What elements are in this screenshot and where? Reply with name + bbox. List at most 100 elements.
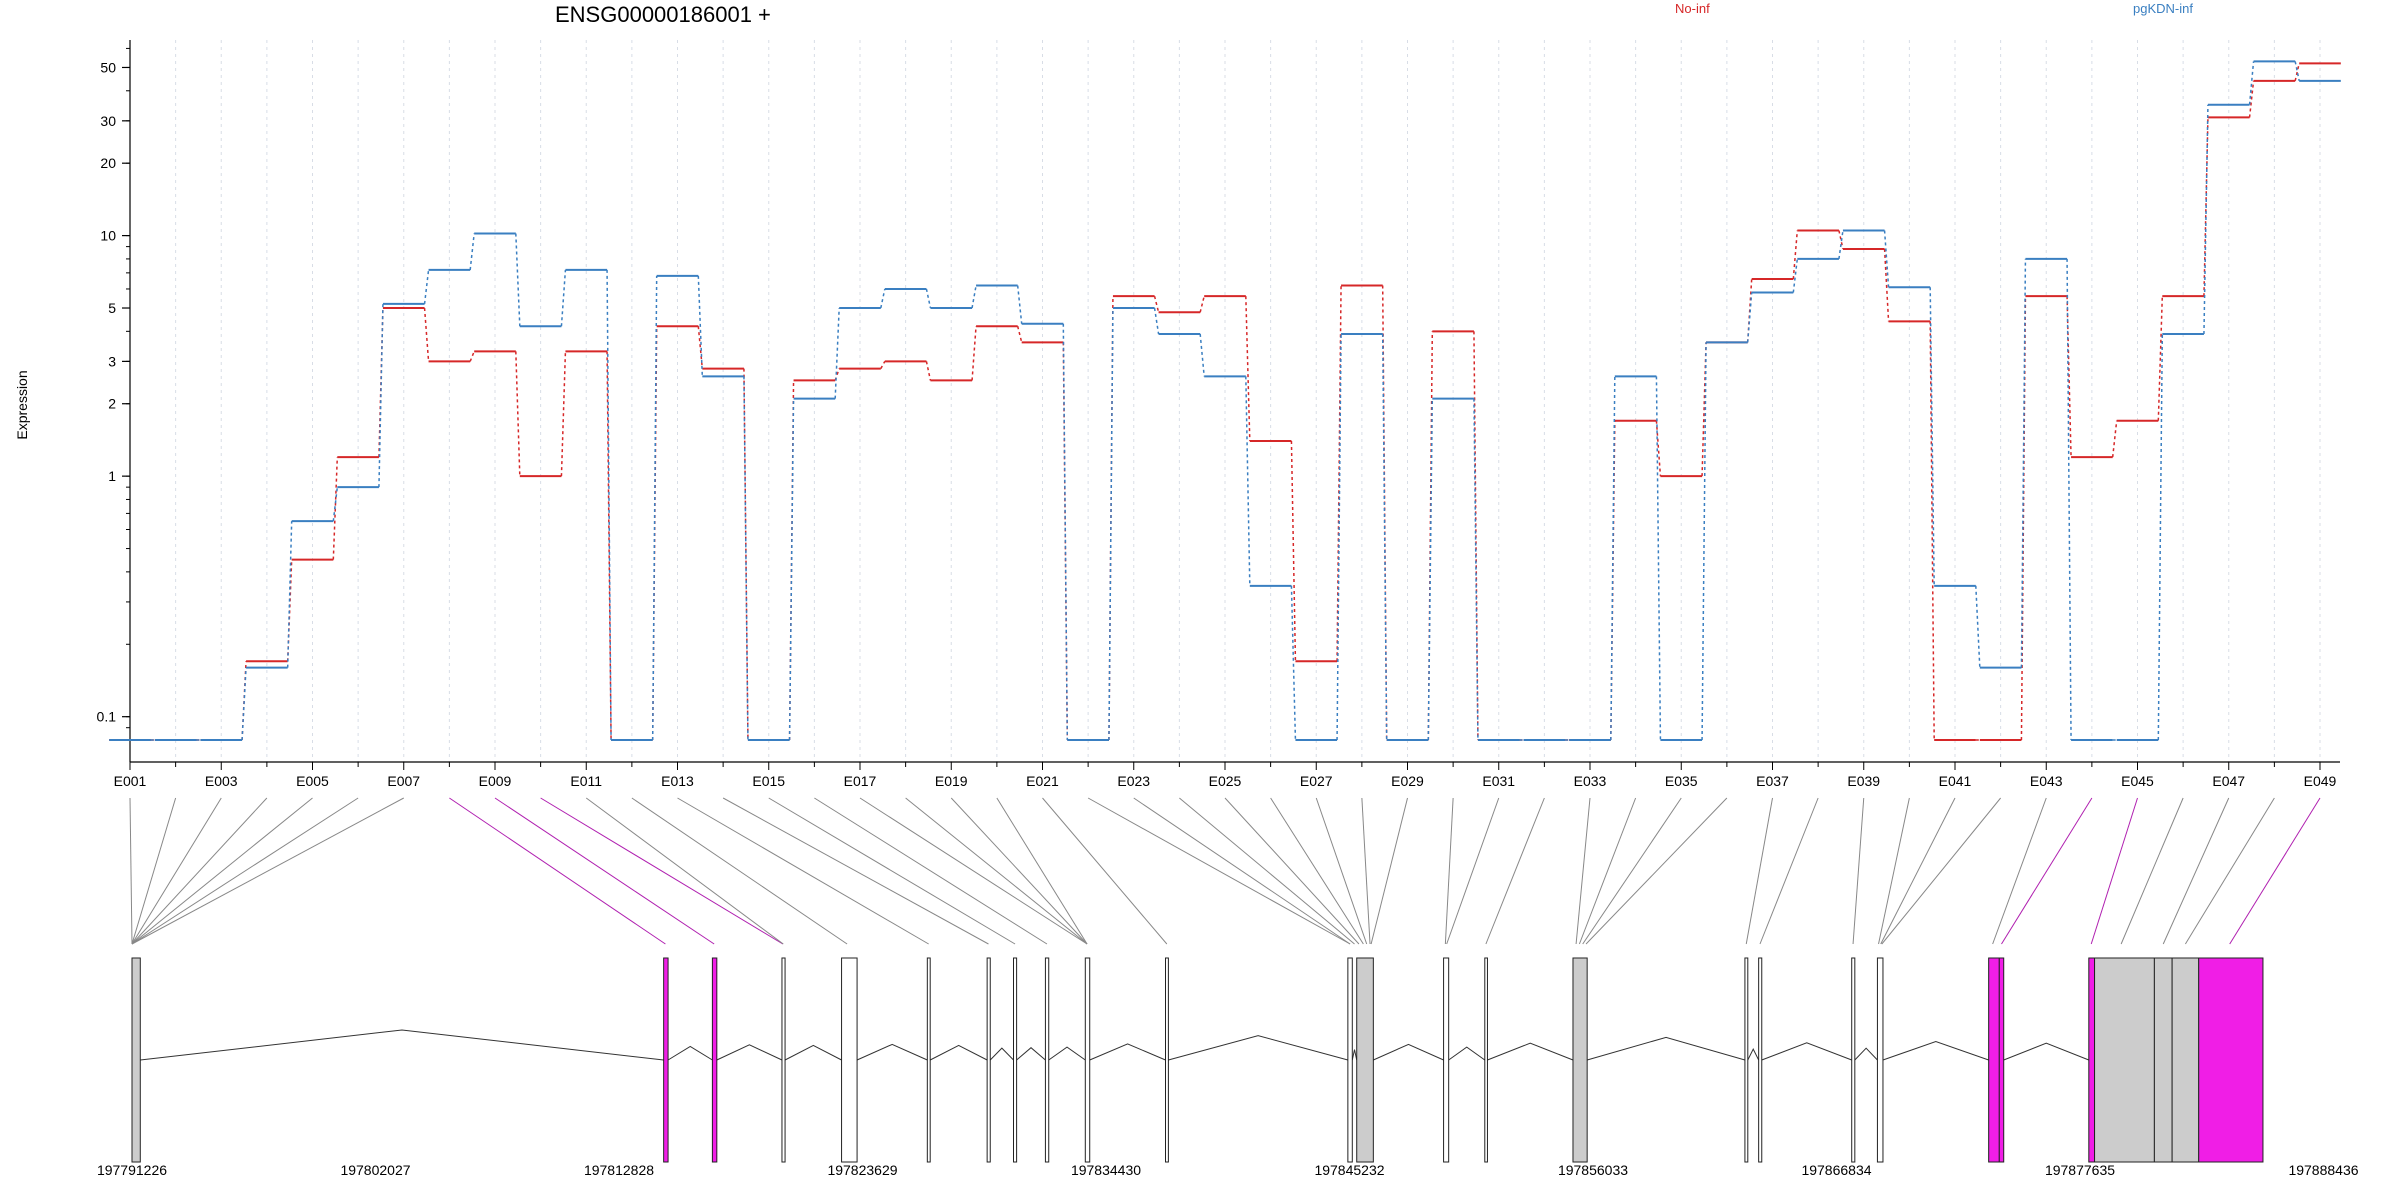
series-no-inf-connector: [1016, 326, 1023, 343]
series-no-inf-connector: [1473, 331, 1479, 741]
coordinate-label: 197791226: [97, 1162, 167, 1178]
y-tick-label: 3: [108, 353, 116, 369]
series-no-inf-connector: [1245, 296, 1251, 442]
y-tick-label: 20: [100, 155, 116, 171]
exon-mapping-line: [1087, 797, 1351, 945]
intron-line: [140, 1029, 664, 1061]
series-no-inf-connector: [2111, 420, 2118, 458]
x-tick-label: E017: [844, 773, 877, 789]
series-pgkdn-inf-connector: [971, 285, 977, 309]
series-pgkdn-inf-connector: [1746, 292, 1753, 343]
exon-mapping-line: [131, 797, 177, 945]
series-pgkdn-inf-connector: [1290, 585, 1297, 741]
exon-mapping-line: [1880, 797, 1956, 945]
x-tick-label: E027: [1300, 773, 1333, 789]
series-no-inf-connector: [1883, 248, 1890, 322]
series-pgkdn-inf-connector: [2066, 258, 2072, 741]
x-tick-label: E049: [2304, 773, 2337, 789]
exon-box: [1443, 957, 1450, 1163]
series-pgkdn-inf-connector: [651, 275, 658, 741]
series-no-inf-connector: [469, 351, 475, 362]
exon-box: [1744, 957, 1749, 1163]
x-tick-label: E047: [2212, 773, 2245, 789]
series-no-inf-connector: [697, 326, 704, 369]
exon-mapping-line: [585, 797, 784, 945]
series-pgkdn-inf-connector: [2248, 61, 2255, 105]
exon-mapping-line: [2162, 797, 2230, 945]
intron-line: [929, 1044, 988, 1061]
exon-mapping-line: [722, 797, 989, 945]
y-tick-label: 50: [100, 59, 116, 75]
exon-mapping-line: [996, 797, 1088, 945]
exon-box: [2153, 957, 2173, 1163]
series-pgkdn-inf-connector: [378, 303, 384, 488]
series-pgkdn-inf-connector: [1883, 230, 1890, 288]
exon-box: [986, 957, 991, 1163]
exon-mapping-line: [905, 797, 1088, 945]
series-no-inf-connector: [2294, 63, 2300, 81]
exon-box: [131, 957, 141, 1163]
series-pgkdn-inf-connector: [2203, 104, 2209, 334]
coordinate-label: 197834430: [1071, 1162, 1141, 1178]
coordinate-label: 197812828: [584, 1162, 654, 1178]
exon-box: [1084, 957, 1091, 1163]
exon-mapping-line: [131, 797, 222, 945]
series-pgkdn-inf-connector: [1199, 333, 1205, 377]
series-pgkdn-inf-connector: [1610, 376, 1616, 741]
series-pgkdn-inf-connector: [1016, 285, 1023, 324]
exon-mapping-line: [1270, 797, 1364, 945]
exon-mapping-line: [814, 797, 1048, 945]
exon-mapping-line: [1585, 797, 1728, 945]
exon-box: [781, 957, 786, 1163]
exon-box: [1998, 957, 2005, 1163]
series-pgkdn-inf-connector: [560, 269, 567, 327]
exon-mapping-line: [540, 797, 784, 945]
exon-mapping-line: [2184, 797, 2275, 945]
exon-mapping-line: [1446, 797, 1500, 945]
exon-mapping-line: [131, 797, 313, 945]
series-pgkdn-inf-connector: [1427, 398, 1434, 741]
coordinate-label: 197823629: [827, 1162, 897, 1178]
series-pgkdn-inf-connector: [2157, 333, 2164, 741]
exon-mapping-line: [631, 797, 848, 945]
x-tick-label: E005: [296, 773, 329, 789]
series-pgkdn-inf-connector: [286, 521, 293, 668]
intron-line: [1373, 1043, 1444, 1061]
exon-mapping-line: [1361, 797, 1371, 945]
x-tick-label: E023: [1117, 773, 1150, 789]
exon-box: [2088, 957, 2096, 1163]
exon-mapping-line: [2090, 797, 2138, 945]
exon-mapping-line: [131, 797, 404, 945]
x-tick-label: E019: [935, 773, 968, 789]
legend-entry-pgkdn-inf: pgKDN-inf: [2133, 1, 2193, 16]
series-pgkdn-inf-connector: [834, 307, 840, 399]
y-tick-label: 5: [108, 300, 116, 316]
y-tick-label: 2: [108, 396, 116, 412]
series-pgkdn-inf-connector: [1975, 585, 1981, 668]
series-pgkdn-inf-connector: [1336, 333, 1342, 741]
intron-line: [1587, 1036, 1746, 1061]
chart-title: ENSG00000186001 +: [555, 2, 771, 27]
intron-line: [989, 1047, 1014, 1061]
exon-mapping-line: [1582, 797, 1682, 945]
exon-box: [841, 957, 858, 1163]
intron-line: [1448, 1046, 1486, 1061]
x-tick-label: E035: [1665, 773, 1698, 789]
series-no-inf-connector: [2248, 80, 2255, 118]
series-pgkdn-inf-connector: [1108, 308, 1114, 741]
exon-mapping-line: [2229, 797, 2321, 945]
x-tick-label: E011: [570, 773, 602, 789]
intron-line: [1089, 1043, 1166, 1061]
exon-box: [1044, 957, 1050, 1163]
coordinate-label: 197845232: [1314, 1162, 1384, 1178]
intron-line: [667, 1045, 713, 1061]
series-no-inf-connector: [2157, 296, 2164, 421]
x-tick-label: E033: [1574, 773, 1607, 789]
series-no-inf-connector: [1929, 321, 1935, 741]
x-tick-label: E043: [2030, 773, 2063, 789]
intron-line: [2003, 1042, 2089, 1061]
intron-line: [1016, 1047, 1046, 1061]
intron-line: [784, 1044, 842, 1061]
series-no-inf-connector: [1199, 295, 1205, 313]
